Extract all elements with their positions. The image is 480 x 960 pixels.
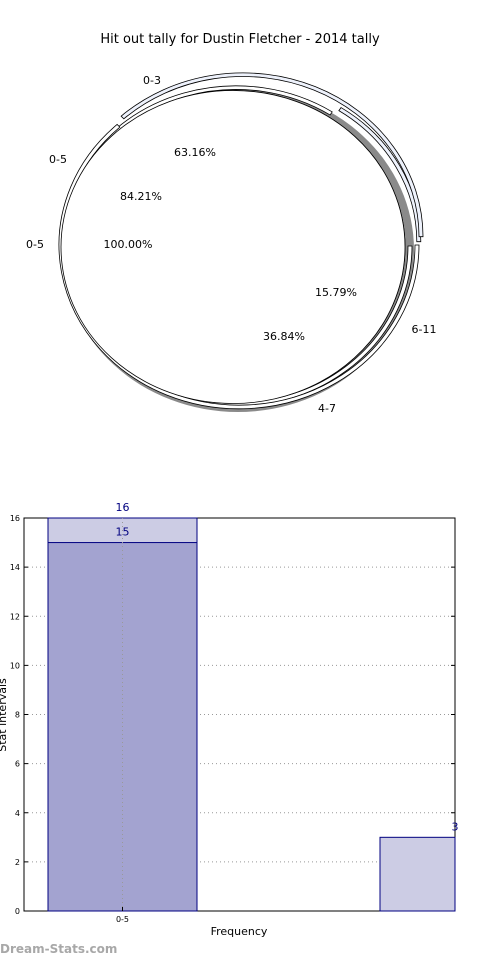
pie-label-2-1: 6-11 — [412, 323, 437, 336]
pie-label-1-0: 0-5 — [49, 153, 67, 166]
bar-value-label-series-0: 16 — [116, 501, 130, 514]
x-axis-label: Frequency — [211, 925, 268, 938]
ytick-label-12: 12 — [10, 612, 20, 621]
watermark: Dream-Stats.com — [0, 942, 118, 956]
pie-pct-label-0-0: 100.00% — [104, 238, 153, 251]
ytick-label-14: 14 — [10, 563, 20, 572]
pie-label-1-1: 4-7 — [318, 402, 336, 415]
pie-pct-label-1-1: 15.79% — [315, 286, 357, 299]
pie-slice-2-0 — [58, 123, 420, 410]
pie-slice-2-1 — [120, 72, 424, 238]
ytick-label-6: 6 — [15, 760, 20, 769]
pie-chart-title: Hit out tally for Dustin Fletcher - 2014… — [100, 32, 380, 47]
bar-extra — [379, 836, 456, 912]
ytick-label-16: 16 — [10, 514, 20, 523]
bar-chart: 0 2 4 6 8 10 12 14 16 16 15 0-5 3 Frequency Stat inter… — [0, 501, 459, 938]
xtick-label-0: 0-5 — [116, 915, 129, 924]
ytick-label-10: 10 — [10, 661, 20, 670]
pie-slice-inner-disc — [60, 90, 406, 404]
ytick-label-4: 4 — [15, 809, 20, 818]
y-axis-label: Stat intervals — [0, 678, 9, 752]
pie-label-0-0: 0-5 — [26, 238, 44, 251]
ytick-label-8: 8 — [15, 711, 20, 720]
pie-pct-label-1-0: 84.21% — [120, 190, 162, 203]
pie-chart: 0-5 100.00% 0-5 84.21% 4-7 15.79% 0-3 63.16% 6-1… — [26, 72, 437, 415]
pie-slice-1-1 — [338, 107, 422, 243]
pie-pct-label-2-0: 63.16% — [174, 146, 216, 159]
pie-pct-label-2-1: 36.84% — [263, 330, 305, 343]
pie-label-2-0: 0-3 — [143, 74, 161, 87]
bar-value-label-series-1: 15 — [116, 526, 130, 539]
bar-extra-value-label: 3 — [452, 820, 459, 833]
ytick-label-0: 0 — [15, 907, 20, 916]
ytick-label-2: 2 — [15, 858, 20, 867]
